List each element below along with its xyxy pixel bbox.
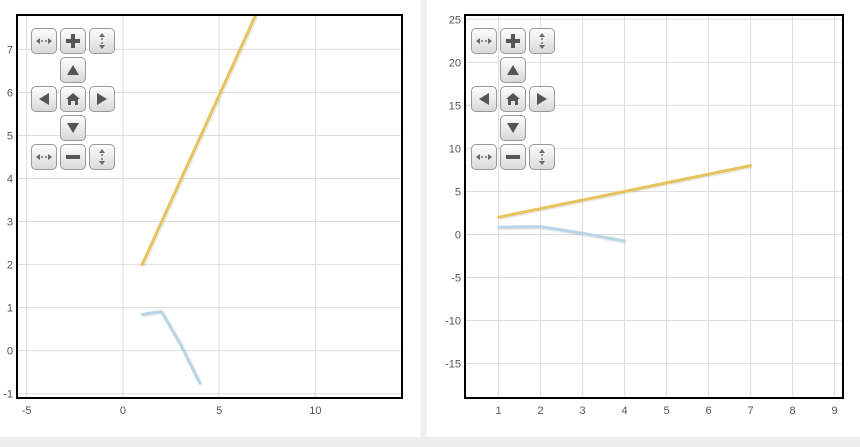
pan-right-icon xyxy=(96,92,108,106)
y-tick-label: -10 xyxy=(445,316,461,328)
x-tick-label: 5 xyxy=(664,405,670,417)
y-tick-label: 7 xyxy=(7,44,13,56)
y-tick-label: -1 xyxy=(3,389,13,401)
y-tick-label: 2 xyxy=(7,260,13,272)
x-tick-label: 1 xyxy=(496,405,502,417)
x-tick-label: 6 xyxy=(706,405,712,417)
pan-down-icon xyxy=(506,122,520,134)
zoom-in-button[interactable] xyxy=(500,28,526,54)
zoom-out-button[interactable] xyxy=(60,144,86,170)
pan-left-icon xyxy=(38,92,50,106)
y-tick-label: 15 xyxy=(449,100,461,112)
zoom-out-icon xyxy=(505,149,521,165)
y-tick-label: 3 xyxy=(7,217,13,229)
zoom-in-y-button[interactable] xyxy=(529,28,555,54)
right-chart[interactable]: 1 2 3 4 5 6 7 8 9 -15 -10 -5 0 5 10 15 20 25 xyxy=(427,0,860,437)
plot-border xyxy=(464,14,844,399)
series-shadow xyxy=(142,310,203,386)
x-tick-label: 7 xyxy=(748,405,754,417)
zoom-out-x-icon xyxy=(475,36,493,46)
pan-up-button[interactable] xyxy=(500,57,526,83)
panel-divider xyxy=(421,0,426,437)
series-line-2 xyxy=(497,225,627,243)
y-tick-label: 5 xyxy=(455,186,461,198)
left-chart-panel: -5 0 5 10 -1 0 1 2 3 4 5 6 7 xyxy=(0,0,420,437)
right-chart-panel: 1 2 3 4 5 6 7 8 9 -15 -10 -5 0 5 10 15 20 25 xyxy=(427,0,860,437)
right-nav-controls xyxy=(471,28,559,174)
zoom-in-button[interactable] xyxy=(60,28,86,54)
y-tick-label: 5 xyxy=(7,130,13,142)
y-tick-label: -15 xyxy=(445,359,461,371)
x-tick-label: 4 xyxy=(622,405,628,417)
pan-right-icon xyxy=(536,92,548,106)
zoom-in-icon xyxy=(65,33,81,49)
x-tick-label: 8 xyxy=(790,405,796,417)
y-tick-label: 6 xyxy=(7,87,13,99)
y-tick-label: 0 xyxy=(7,346,13,358)
pan-down-button[interactable] xyxy=(500,115,526,141)
home-icon xyxy=(505,92,521,106)
zoom-out-y-button[interactable] xyxy=(89,144,115,170)
series-line-1 xyxy=(140,15,258,267)
pan-up-button[interactable] xyxy=(60,57,86,83)
home-button[interactable] xyxy=(60,86,86,112)
x-tick-label: 5 xyxy=(216,405,222,417)
y-tick-label: 25 xyxy=(449,14,461,26)
zoom-out-y-button[interactable] xyxy=(529,144,555,170)
pan-left-icon xyxy=(478,92,490,106)
zoom-out-y-icon xyxy=(97,148,107,166)
x-tick-label: 9 xyxy=(832,405,838,417)
pan-up-icon xyxy=(506,64,520,76)
zoom-out-x-button[interactable] xyxy=(471,28,497,54)
bottom-strip xyxy=(0,437,860,447)
y-tick-label: 20 xyxy=(449,57,461,69)
y-tick-label: 1 xyxy=(7,303,13,315)
x-tick-label: -5 xyxy=(22,405,32,417)
zoom-in-y-icon xyxy=(97,32,107,50)
zoom-out-x-button[interactable] xyxy=(31,28,57,54)
home-button[interactable] xyxy=(500,86,526,112)
y-tick-label: 10 xyxy=(449,143,461,155)
zoom-out-button[interactable] xyxy=(500,144,526,170)
series-line-1 xyxy=(497,164,753,219)
home-icon xyxy=(65,92,81,106)
y-tick-label: 4 xyxy=(7,174,13,186)
left-nav-controls xyxy=(31,28,119,174)
zoom-out-x-button[interactable] xyxy=(471,144,497,170)
x-tick-label: 0 xyxy=(120,405,126,417)
y-tick-label: -5 xyxy=(451,273,461,285)
pan-down-icon xyxy=(66,122,80,134)
zoom-out-x-icon xyxy=(35,152,53,162)
zoom-out-x-button[interactable] xyxy=(31,144,57,170)
zoom-out-icon xyxy=(65,149,81,165)
pan-left-button[interactable] xyxy=(31,86,57,112)
pan-left-button[interactable] xyxy=(471,86,497,112)
zoom-in-y-button[interactable] xyxy=(89,28,115,54)
pan-right-button[interactable] xyxy=(89,86,115,112)
pan-up-icon xyxy=(66,64,80,76)
pan-right-button[interactable] xyxy=(529,86,555,112)
plot-border xyxy=(16,14,403,399)
x-tick-label: 2 xyxy=(538,405,544,417)
y-tick-label: 0 xyxy=(455,229,461,241)
x-tick-label: 3 xyxy=(580,405,586,417)
zoom-out-x-icon xyxy=(35,36,53,46)
zoom-out-y-icon xyxy=(537,148,547,166)
grid xyxy=(465,15,843,398)
zoom-in-icon xyxy=(505,33,521,49)
x-tick-label: 10 xyxy=(309,405,321,417)
zoom-in-y-icon xyxy=(537,32,547,50)
zoom-out-x-icon xyxy=(475,152,493,162)
pan-down-button[interactable] xyxy=(60,115,86,141)
series-line-2 xyxy=(140,310,202,385)
